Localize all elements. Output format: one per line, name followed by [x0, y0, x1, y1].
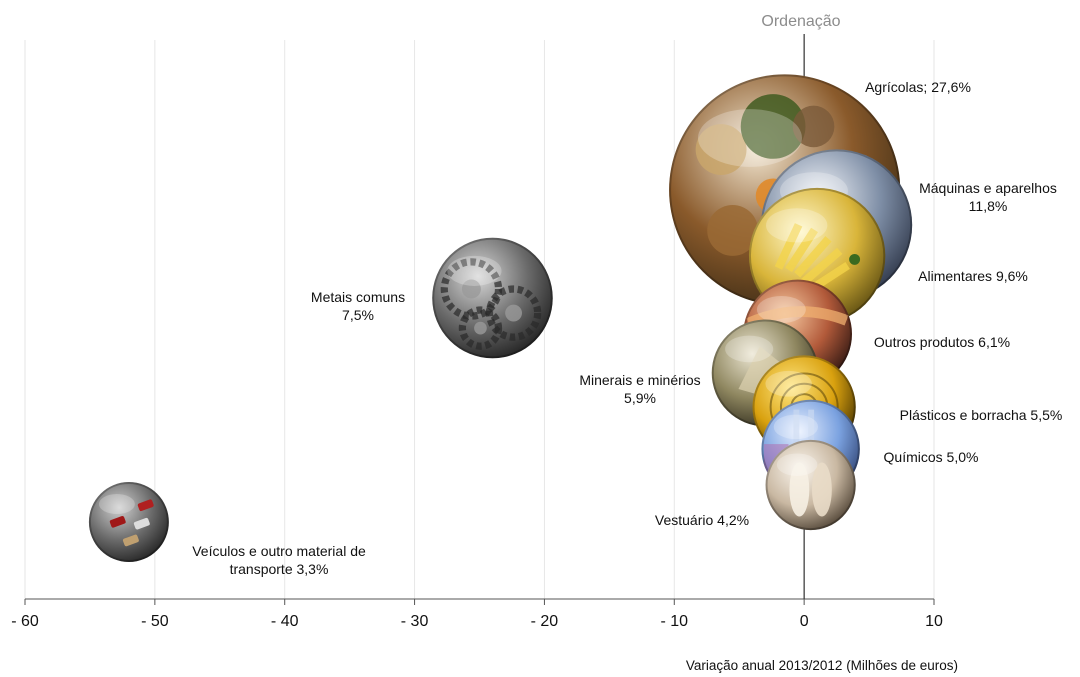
gear-hub [461, 279, 481, 299]
bubble-highlight [766, 208, 828, 243]
bubble-label-alimentares: Alimentares 9,6% [918, 268, 1028, 284]
car-shape [109, 516, 126, 528]
car-shape [122, 534, 139, 547]
basket-shape [695, 124, 747, 175]
bubble-texture [774, 223, 861, 295]
bubble-metais-comuns [432, 237, 553, 359]
gear-hub [505, 304, 523, 322]
bubble-texture [440, 258, 542, 350]
tube-shape [793, 409, 800, 469]
bubble-label-line: 5,9% [624, 390, 656, 406]
spice-shape [792, 105, 835, 148]
car-shape [133, 517, 150, 530]
bubble-label-line: Plásticos e borracha 5,5% [900, 407, 1063, 423]
bubble-rim [765, 439, 856, 531]
bubble-texture [789, 462, 832, 517]
tick-label: - 40 [271, 613, 299, 630]
bubble-highlight [725, 335, 774, 363]
pasta-shape [785, 227, 818, 273]
olive-shape [849, 253, 861, 265]
broccoli-shape [740, 94, 806, 159]
tick-label: - 20 [531, 613, 559, 630]
bubble-label-line: Alimentares 9,6% [918, 268, 1028, 284]
bubble-label-line: Máquinas e aparelhos [919, 180, 1057, 196]
pasta-shape [774, 223, 803, 270]
bubble-label-line: Minerais e minérios [579, 372, 700, 388]
tick-label: - 60 [11, 613, 39, 630]
tube-shape [808, 409, 815, 469]
chart-title: Ordenação [761, 13, 840, 30]
bubble-label-line: 11,8% [969, 198, 1008, 214]
dress-shape [789, 462, 810, 517]
bubbles [88, 74, 913, 562]
bubble-label-vestuario: Vestuário 4,2% [655, 512, 749, 528]
bubble-label-metais-comuns: Metais comuns 7,5% [311, 289, 405, 323]
bubble-label-quimicos: Químicos 5,0% [884, 449, 979, 465]
car-shape [137, 499, 154, 512]
bubble-label-maquinas-e-aparelhos: Máquinas e aparelhos 11,8% [919, 180, 1057, 214]
bubble-highlight [98, 494, 135, 515]
gear-shape [440, 258, 503, 320]
bubble-label-line: Químicos 5,0% [884, 449, 979, 465]
dress-shape [811, 462, 832, 517]
fabric-shape [746, 306, 849, 329]
bubble-highlight [447, 255, 502, 286]
tick-label: - 10 [660, 613, 688, 630]
bubble-label-line: Veículos e outro material de [192, 543, 366, 559]
bubble-label-outros-produtos: Outros produtos 6,1% [874, 334, 1010, 350]
bubble-label-line: Agrícolas; 27,6% [865, 79, 971, 95]
bubble-highlight [697, 109, 803, 167]
bubble-label-line: transporte 3,3% [230, 561, 329, 577]
bubble-label-agricolas: Agrícolas; 27,6% [865, 79, 971, 95]
bubble-label-veiculos-e-outro-material-de-transporte: Veículos e outro material de transporte 3… [192, 543, 366, 577]
bubble-rim [432, 237, 553, 359]
bubble-veiculos-e-outro-material-de-transporte [88, 482, 169, 562]
tick-label: 10 [925, 613, 943, 630]
bubble-highlight [756, 295, 806, 324]
bubble-texture [109, 499, 154, 547]
bubble-highlight [773, 414, 819, 440]
bubble-rim [88, 482, 169, 562]
bubble-label-minerais-e-minerios: Minerais e minérios 5,9% [579, 372, 700, 406]
bubble-labels: Agrícolas; 27,6% Máquinas e aparelhos 11,8… [192, 79, 1062, 577]
gear-shape [458, 306, 503, 350]
pasta-shape [794, 236, 832, 278]
bubble-texture [746, 306, 849, 329]
grain-shape [707, 205, 759, 256]
tick-label: - 50 [141, 613, 169, 630]
x-axis-title: Variação anual 2013/2012 (Milhões de eur… [686, 658, 958, 673]
tick-label: 0 [800, 613, 809, 630]
gear-hub [474, 321, 487, 335]
tick-label: - 30 [401, 613, 429, 630]
bubble-label-line: Metais comuns [311, 289, 405, 305]
bubble-highlight [765, 370, 812, 397]
bubble-circle [765, 439, 856, 531]
x-axis-ticks: - 60 - 50 - 40 - 30 - 20 - 10 0 10 [11, 599, 943, 630]
bubble-label-line: Outros produtos 6,1% [874, 334, 1010, 350]
bubble-label-line: 7,5% [342, 307, 374, 323]
bubble-vestuario [765, 439, 856, 531]
bubble-highlight [776, 453, 818, 476]
bubble-label-line: Vestuário 4,2% [655, 512, 749, 528]
bubble-label-plasticos-e-borracha: Plásticos e borracha 5,5% [900, 407, 1063, 423]
pasta-shape [801, 247, 843, 286]
